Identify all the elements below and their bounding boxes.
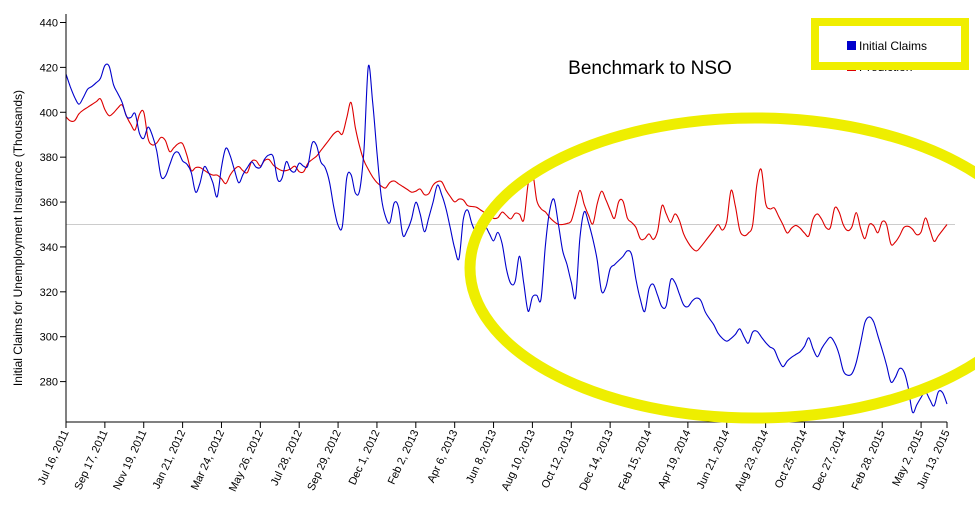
legend-swatch [847, 41, 856, 50]
x-tick-label: Apr 6, 2013 [426, 428, 461, 485]
x-tick-label: Nov 19, 2011 [111, 428, 149, 492]
x-tick-label: Aug 10, 2013 [500, 428, 539, 492]
x-tick-label: Feb 2, 2013 [386, 428, 422, 486]
x-tick-label: Dec 14, 2013 [577, 428, 616, 492]
x-tick-label: May 26, 2012 [227, 428, 266, 493]
y-tick-label: 380 [40, 152, 58, 164]
x-tick-label: Jun 8, 2013 [464, 428, 499, 485]
highlight-ellipse [464, 112, 975, 424]
x-tick-label: Jul 16, 2011 [36, 428, 72, 487]
y-tick-label: 440 [40, 17, 58, 29]
x-tick-label: Feb 28, 2015 [850, 428, 888, 492]
y-tick-label: 420 [40, 62, 58, 74]
x-tick-label: Dec 1, 2012 [347, 428, 383, 487]
series-layer [65, 63, 948, 414]
series-line-prediction [65, 98, 948, 252]
y-axis-title: Initial Claims for Unemployment Insuranc… [11, 90, 25, 386]
x-axis: Jul 16, 2011 Sep 17, 2011 Nov 19, 2011 Jan … [36, 421, 953, 494]
y-tick-label: 300 [40, 332, 58, 344]
x-tick-label: Feb 15, 2014 [616, 428, 654, 492]
chart-title: Benchmark to NSO [568, 58, 732, 79]
y-tick-label: 280 [40, 377, 58, 389]
highlight-rectangle [811, 18, 969, 70]
x-tick-label: Oct 12, 2013 [540, 428, 578, 490]
x-tick-label: Dec 27, 2014 [811, 428, 850, 492]
series-line-initial-claims [65, 63, 948, 414]
x-tick-label: Jun 21, 2014 [695, 428, 733, 491]
x-tick-label: Aug 23, 2014 [733, 428, 772, 492]
x-tick-label: Sep 29, 2012 [305, 428, 344, 492]
x-tick-label: Jul 28, 2012 [269, 428, 305, 487]
x-tick-label: Sep 17, 2011 [72, 428, 110, 492]
y-tick-label: 360 [40, 197, 58, 209]
x-tick-label: Oct 25, 2014 [773, 428, 811, 490]
y-tick-label: 340 [40, 242, 58, 254]
x-tick-label: Apr 19, 2014 [656, 428, 694, 490]
y-tick-label: 400 [40, 107, 58, 119]
x-tick-label: Jan 21, 2012 [151, 428, 189, 491]
y-tick-label: 320 [40, 287, 58, 299]
legend-label: Initial Claims [859, 39, 927, 53]
x-tick-label: Mar 24, 2012 [189, 428, 227, 492]
y-axis: 280 300 320 340 360 380 400 420 440 [40, 14, 67, 422]
